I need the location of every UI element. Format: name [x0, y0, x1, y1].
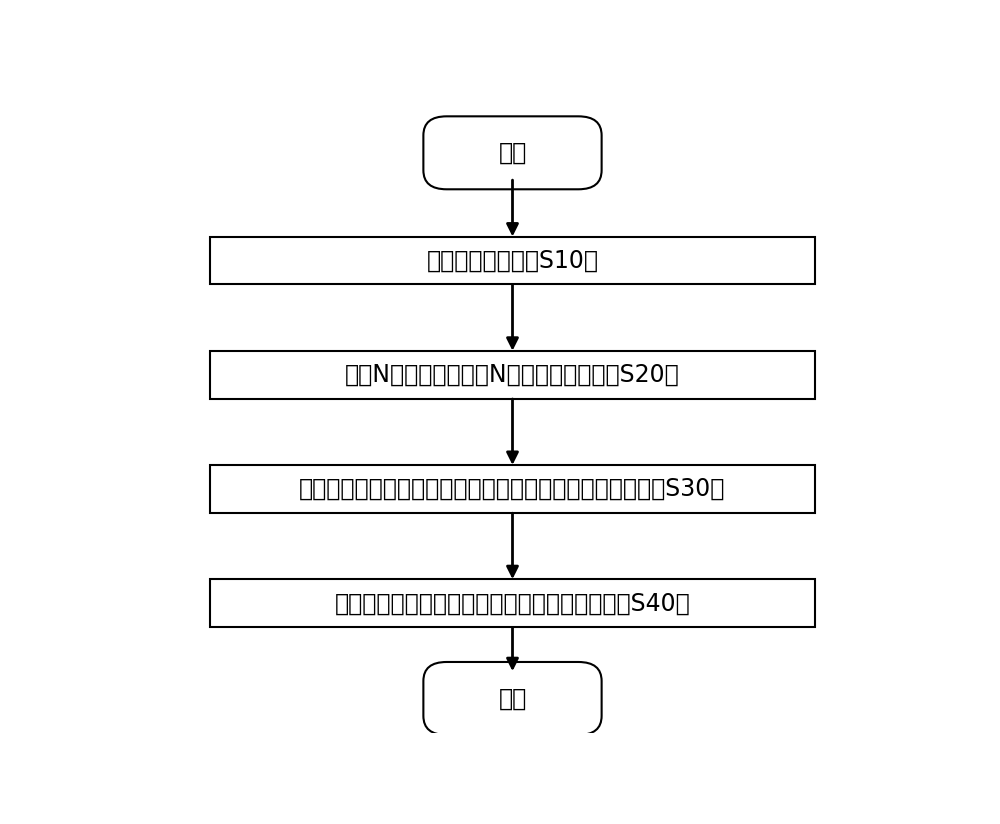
Text: 设置N个关键字并指定N个关键字的排序（S20）: 设置N个关键字并指定N个关键字的排序（S20）	[345, 363, 680, 387]
Bar	[210, 351, 815, 399]
Bar	[210, 466, 815, 513]
Bar	[210, 236, 815, 284]
FancyBboxPatch shape	[423, 116, 602, 190]
Text: 结束: 结束	[498, 686, 527, 710]
Text: 采集地震数据体（S10）: 采集地震数据体（S10）	[426, 249, 598, 273]
Bar	[210, 579, 815, 627]
FancyBboxPatch shape	[423, 662, 602, 735]
Text: 开始: 开始	[498, 141, 527, 165]
Text: 存储采集的地震数据体连同建立的树状索引组（S40）: 存储采集的地震数据体连同建立的树状索引组（S40）	[335, 592, 690, 616]
Text: 建立关于多个地震道的地震数据的存储地址的树状索引组（S30）: 建立关于多个地震道的地震数据的存储地址的树状索引组（S30）	[299, 477, 726, 501]
